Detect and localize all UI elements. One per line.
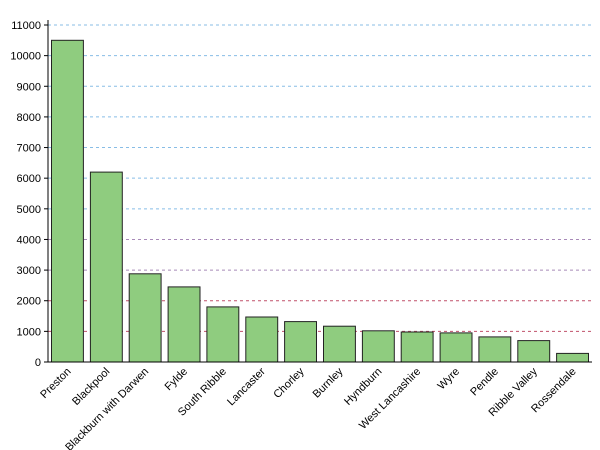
y-tick-label: 6000 (17, 173, 41, 185)
gridlines (48, 24, 592, 332)
bar (206, 306, 240, 363)
bar (517, 340, 551, 363)
x-tick-label: Pendle (468, 366, 501, 399)
y-tick-label: 0 (35, 357, 41, 369)
y-tick-label: 1000 (17, 326, 41, 338)
bar (400, 331, 434, 363)
y-tick-label: 9000 (17, 81, 41, 93)
y-tick-label: 3000 (17, 265, 41, 277)
bar (51, 39, 84, 363)
bar (89, 171, 123, 363)
bar (478, 336, 512, 363)
x-tick-label: Fylde (163, 366, 191, 394)
x-tick-label: Wyre (436, 366, 463, 393)
y-tick-label: 11000 (11, 20, 41, 32)
x-tick-label: Chorley (271, 365, 307, 401)
bar (439, 332, 473, 363)
x-tick-label: Preston (38, 366, 73, 401)
y-tick-label: 8000 (17, 112, 41, 124)
y-tick-label: 4000 (17, 234, 41, 246)
bar (323, 325, 356, 363)
y-tick-labels: 0 1000 2000 3000 4000 5000 6000 7000 8000 9000 100… (10, 20, 41, 369)
x-tick-label: Lancaster (225, 365, 268, 408)
bar (245, 316, 279, 363)
bar (284, 321, 318, 363)
y-tick-label: 10000 (10, 51, 41, 63)
bar (361, 330, 395, 363)
bars (51, 39, 589, 363)
bar (128, 273, 162, 363)
axes (44, 20, 592, 363)
y-tick-label: 7000 (17, 143, 41, 155)
bar (556, 352, 589, 363)
y-tick-label: 5000 (17, 204, 41, 216)
bar (167, 286, 201, 363)
x-tick-label: Burnley (311, 365, 346, 400)
y-tick-label: 2000 (17, 296, 41, 308)
